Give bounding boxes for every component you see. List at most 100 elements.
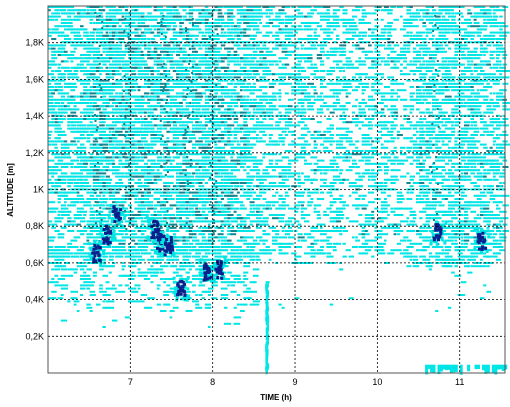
echo-cell [284,92,289,95]
echo-cell [124,233,129,236]
echo-cell [246,137,250,140]
echo-cell [105,182,112,184]
echo-cell [176,118,179,120]
echo-cell [304,22,309,24]
echo-cell [73,185,79,188]
echo-cell [352,150,359,152]
echo-cell [121,70,128,72]
echo-cell [57,98,63,101]
echo-cell [214,63,219,66]
echo-cell [326,73,333,76]
echo-cell [364,242,368,245]
echo-cell [230,204,234,207]
echo-cell [380,143,384,146]
echo-cell [278,9,285,12]
echo-cell [121,38,125,40]
echo-cell [195,303,200,306]
echo-cell [227,127,232,130]
echo-cell [345,217,350,220]
echo-cell [80,25,84,28]
echo-cell [147,41,150,44]
echo-cell [246,230,251,232]
echo-cell [377,230,383,232]
echo-cell [208,198,215,200]
echo-cell [323,140,327,143]
echo-cell [304,252,311,255]
echo-cell [160,73,166,76]
echo-cell [131,230,136,232]
echo-cell [348,18,355,21]
echo-cell [297,185,301,188]
echo-cell [368,185,373,188]
echo-cell [108,25,112,28]
echo-cell [64,6,70,8]
echo-cell [342,146,347,149]
echo-cell [220,60,225,63]
echo-cell [124,140,130,143]
echo-cell [284,194,290,197]
echo-cell [192,274,198,277]
echo-cell [51,223,58,226]
echo-cell [176,92,180,95]
echo-cell [233,130,238,133]
echo-cell [147,28,153,31]
echo-cell [236,22,242,24]
echo-cell [134,118,141,120]
echo-cell [57,86,63,88]
echo-cell [268,162,273,165]
echo-cell [86,175,91,178]
echo-cell [243,182,248,184]
echo-cell [51,140,55,143]
echo-cell [156,284,161,287]
echo-cell [48,86,54,88]
echo-cell [60,73,66,76]
echo-cell [182,50,187,53]
echo-cell [96,172,100,175]
echo-cell [297,178,301,181]
echo-cell [192,300,199,303]
echo-cell [272,140,279,143]
echo-cell [268,226,276,229]
echo-cell [48,178,52,181]
echo-cell [96,146,99,149]
echo-cell [137,47,142,50]
echo-cell [208,66,212,69]
echo-cell [54,182,62,184]
echo-cell [99,258,106,261]
echo-cell [185,79,191,82]
echo-cell [217,182,222,184]
echo-cell [169,217,178,220]
echo-cell [297,25,302,28]
echo-cell [115,44,123,47]
echo-cell [380,9,387,12]
echo-cell [99,290,107,293]
echo-cell [217,121,222,124]
echo-cell [323,95,329,98]
echo-cell [198,185,202,188]
echo-cell [137,25,145,28]
echo-cell [172,12,179,15]
echo-cell [89,290,96,293]
echo-cell [54,268,60,271]
echo-cell [332,246,337,248]
echo-cell [246,191,253,194]
echo-cell [217,153,222,156]
echo-cell [86,268,92,271]
echo-cell [124,137,130,140]
echo-cell [371,108,376,111]
echo-cell [243,79,246,82]
echo-cell [275,175,278,178]
echo-cell [201,92,207,95]
echo-cell [291,223,295,226]
echo-cell [172,258,178,261]
echo-cell [316,54,323,56]
echo-cell [236,281,241,284]
echo-cell [320,82,323,85]
echo-cell [89,18,94,21]
echo-cell [217,134,225,136]
echo-cell [169,41,175,44]
echo-cell [371,239,377,242]
echo-cell [368,178,371,181]
echo-cell [153,57,157,60]
echo-cell [208,233,214,236]
